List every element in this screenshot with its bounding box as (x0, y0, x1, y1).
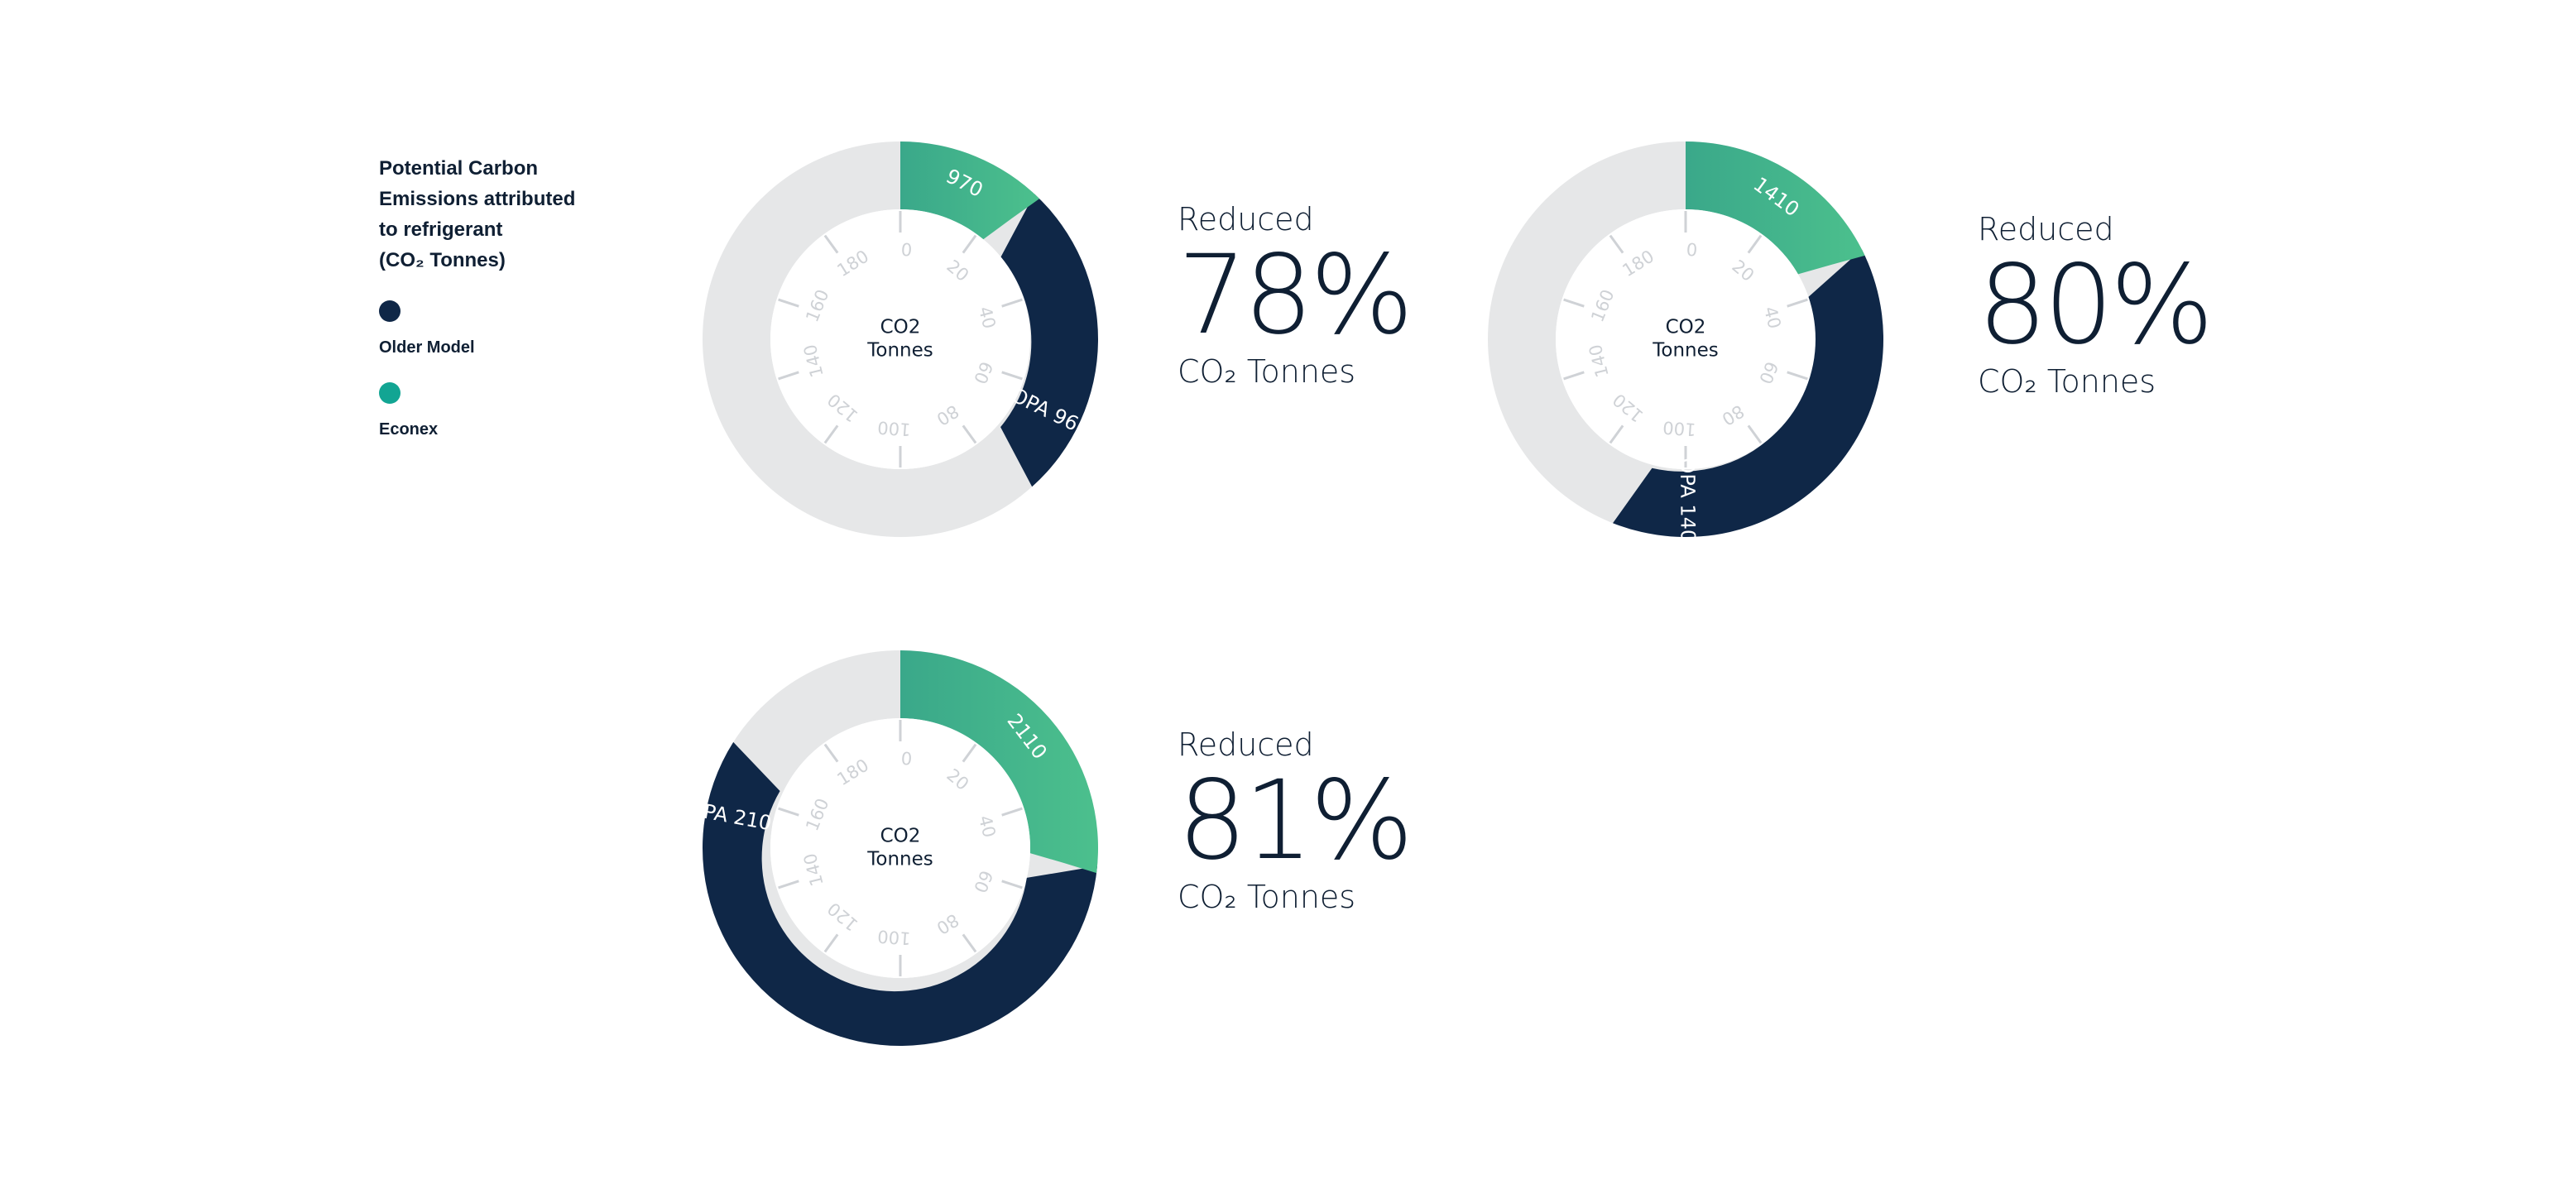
legend-dot-econex (379, 382, 401, 404)
arc-econex (900, 650, 1098, 874)
scale-tick (778, 298, 799, 308)
arc-older-model (1613, 249, 1883, 537)
scale-tick (778, 371, 799, 381)
legend-title: Potential Carbon Emissions attributed to… (379, 153, 627, 276)
scale-tick-label: 100 (877, 417, 912, 439)
scale-tick (1563, 298, 1585, 308)
scale-tick (823, 234, 839, 254)
readout-1: Reduced 78% CO₂ Tonnes (1178, 201, 1413, 390)
scale-tick-label: 100 (1662, 417, 1697, 439)
scale-tick (1001, 880, 1023, 889)
radial-chart-1-svg: 020406080100120140160180CO2Tonnes970OPA … (703, 141, 1099, 537)
radial-chart-3-svg: 020406080100120140160180CO2Tonnes2110OPA… (686, 650, 1099, 1046)
legend-title-line: Emissions attributed (379, 188, 576, 210)
arc-older-model (1000, 194, 1098, 487)
arc-econex (1686, 141, 1865, 275)
readout-percent: 81% (1178, 757, 1413, 885)
scale-tick (1609, 424, 1624, 444)
scale-tick (778, 880, 799, 889)
radial-chart-1: 0 20 40 60 80 100 120 140 160 180 CO2 Tonnes 970 OPA … (702, 141, 1099, 538)
readout-caption: Reduced (1978, 211, 2114, 247)
scale-tick (1563, 371, 1585, 381)
radial-chart-2-svg: 020406080100120140160180CO2Tonnes1410OPA… (1488, 141, 1883, 555)
scale-tick (1787, 298, 1808, 308)
older-model-value-label: OPA 1400 (1676, 458, 1700, 554)
scale-tick-label: 0 (900, 240, 913, 261)
readout-caption: Reduced (1178, 201, 1314, 237)
scale-tick (823, 933, 839, 953)
readout-unit: CO₂ Tonnes (1178, 353, 1356, 390)
legend-item-older-model: Older Model (379, 300, 627, 357)
readout-percent: 80% (1978, 242, 2214, 369)
scale-tick (962, 933, 977, 953)
scale-tick (962, 424, 977, 444)
scale-tick (962, 234, 977, 254)
scale-tick-label: 0 (1686, 240, 1698, 261)
readout-caption: Reduced (1178, 726, 1314, 763)
scale-tick (1001, 298, 1023, 308)
radial-chart-2: 0 20 40 60 80 100 120 140 160 180 CO2 Tonnes 1410 OPA… (1487, 141, 1884, 555)
radial-chart-3: 0 20 40 60 80 100 120 140 160 180 CO2 Tonnes 2110 OPA… (686, 650, 1099, 1047)
center-label: Tonnes (866, 849, 933, 870)
center-label: Tonnes (1652, 340, 1719, 362)
readout-unit: CO₂ Tonnes (1178, 879, 1356, 915)
readout-unit: CO₂ Tonnes (1978, 363, 2156, 400)
scale-tick (1001, 371, 1023, 381)
inner-disk (1556, 209, 1816, 469)
arc-econex (900, 141, 1040, 240)
center-label: CO2 (880, 317, 921, 338)
scale-tick-label: 100 (877, 926, 912, 948)
scale-tick (1609, 234, 1624, 254)
readout-3: Reduced 81% CO₂ Tonnes (1178, 726, 1413, 915)
legend-label-econex: Econex (379, 420, 439, 439)
readout-2: Reduced 80% CO₂ Tonnes (1978, 211, 2214, 400)
inner-disk (770, 718, 1030, 978)
legend-title-line: (CO₂ Tonnes) (379, 249, 506, 271)
legend-item-econex: Econex (379, 382, 627, 439)
scale-tick (778, 807, 799, 817)
legend-title-line: Potential Carbon (379, 157, 539, 180)
track-ring (703, 141, 1099, 537)
scale-tick (823, 743, 839, 763)
legend-title-line: to refrigerant (379, 218, 503, 241)
inner-disk (770, 209, 1030, 469)
center-label: CO2 (880, 826, 921, 847)
center-label: CO2 (1666, 317, 1706, 338)
scale-tick (823, 424, 839, 444)
legend-dot-older-model (379, 300, 401, 322)
scale-tick (962, 743, 977, 763)
legend-label-older-model: Older Model (379, 338, 475, 357)
legend: Potential Carbon Emissions attributed to… (379, 153, 627, 439)
arc-older-model (703, 741, 1098, 1046)
center-label: Tonnes (866, 340, 933, 362)
scale-tick (1001, 807, 1023, 817)
scale-tick (1747, 234, 1763, 254)
scale-tick (1747, 424, 1763, 444)
scale-tick-label: 0 (900, 749, 913, 769)
scale-tick (1787, 371, 1808, 381)
readout-percent: 78% (1178, 232, 1413, 359)
